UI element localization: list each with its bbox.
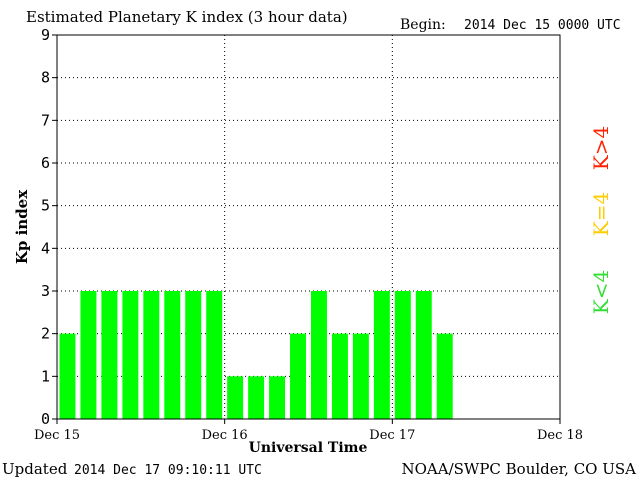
x-axis-label: Universal Time (249, 440, 368, 456)
x-axis: Dec 15 Dec 16 Dec 17 Dec 18 (34, 419, 583, 443)
kp-bar (185, 291, 202, 419)
y-tick-label: 5 (41, 197, 50, 215)
legend-k-less-4: K<4 (589, 270, 613, 314)
kp-bar (415, 291, 432, 419)
kp-bar (59, 333, 76, 419)
kp-bar (290, 333, 306, 419)
x-tick-label: Dec 18 (537, 428, 583, 443)
y-tick-label: 3 (41, 282, 50, 300)
y-tick-label: 8 (41, 69, 50, 87)
bars (59, 291, 453, 419)
kp-bar (248, 376, 265, 419)
y-tick-label: 7 (41, 111, 50, 129)
x-tick-label: Dec 15 (34, 428, 80, 443)
kp-bar (373, 291, 390, 419)
legend-k-equal-4: K=4 (589, 192, 613, 236)
begin-label: Begin: (400, 17, 446, 33)
y-tick-label: 2 (41, 325, 50, 343)
kp-bar (436, 333, 453, 419)
updated-value: 2014 Dec 17 09:10:11 UTC (74, 463, 262, 478)
y-tick-label: 1 (41, 367, 50, 385)
kp-bar (206, 291, 223, 419)
kp-bar (143, 291, 160, 419)
y-tick-label: 9 (41, 26, 50, 44)
kp-bar (394, 291, 411, 419)
legend-k-greater-4: K>4 (589, 126, 613, 170)
chart-title: Estimated Planetary K index (3 hour data… (26, 8, 348, 26)
kp-bar (122, 291, 139, 419)
kp-bar (164, 291, 181, 419)
kp-bar (269, 376, 286, 419)
y-tick-label: 6 (41, 154, 50, 172)
begin-value: 2014 Dec 15 0000 UTC (464, 18, 621, 33)
kp-bar (352, 333, 369, 419)
y-axis: 0 1 2 3 4 5 6 7 8 9 (41, 26, 57, 428)
plot-grid (57, 34, 560, 419)
kp-bar (80, 291, 97, 419)
kp-bar (311, 291, 327, 419)
kp-bar (101, 291, 118, 419)
kp-bar (227, 376, 244, 419)
plot-frame (56, 34, 561, 420)
kp-bar (331, 333, 348, 419)
x-tick-label: Dec 16 (202, 428, 248, 443)
y-tick-label: 0 (41, 410, 50, 428)
y-axis-label: Kp index (13, 189, 31, 264)
x-tick-label: Dec 17 (369, 428, 415, 443)
credit: NOAA/SWPC Boulder, CO USA (401, 460, 636, 478)
updated-label: Updated (2, 460, 68, 478)
y-tick-label: 4 (41, 239, 50, 257)
